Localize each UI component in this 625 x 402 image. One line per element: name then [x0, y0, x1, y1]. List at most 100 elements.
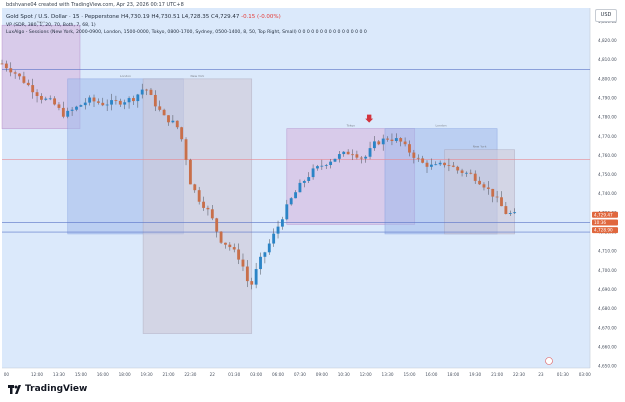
candle-body[interactable]: [316, 166, 319, 169]
candle-body[interactable]: [500, 197, 503, 207]
candle-body[interactable]: [88, 97, 92, 103]
candle-body[interactable]: [0, 63, 4, 65]
candle-body[interactable]: [447, 165, 451, 166]
candle-body[interactable]: [333, 158, 337, 162]
candle-body[interactable]: [434, 164, 438, 166]
candle-body[interactable]: [294, 192, 297, 199]
candle-body[interactable]: [346, 151, 350, 155]
candle-body[interactable]: [101, 102, 105, 106]
candle-body[interactable]: [254, 269, 258, 285]
candle-body[interactable]: [469, 172, 473, 174]
candle-body[interactable]: [289, 198, 293, 205]
candle-body[interactable]: [373, 141, 376, 149]
candle-body[interactable]: [491, 188, 495, 197]
candle-body[interactable]: [127, 98, 131, 103]
candle-body[interactable]: [224, 242, 227, 245]
candle-body[interactable]: [123, 102, 127, 105]
candle-body[interactable]: [272, 233, 276, 244]
candle-body[interactable]: [478, 180, 482, 185]
candle-body[interactable]: [311, 168, 315, 178]
candle-body[interactable]: [302, 180, 306, 183]
scroll-to-realtime-icon[interactable]: [545, 357, 553, 365]
candle-body[interactable]: [495, 196, 499, 198]
candle-body[interactable]: [241, 259, 245, 267]
tradingview-logo[interactable]: TradingView: [8, 384, 87, 394]
candle-body[interactable]: [70, 109, 74, 111]
candle-body[interactable]: [48, 98, 52, 100]
candle-body[interactable]: [202, 201, 205, 208]
candle-body[interactable]: [460, 170, 464, 173]
candle-body[interactable]: [482, 184, 486, 188]
candle-body[interactable]: [149, 89, 153, 95]
candle-body[interactable]: [508, 213, 512, 214]
candle-body[interactable]: [136, 94, 140, 102]
candle-body[interactable]: [386, 138, 389, 140]
candle-body[interactable]: [197, 190, 201, 202]
symbol-line[interactable]: Gold Spot / U.S. Dollar · 15 · Peppersto…: [6, 14, 281, 20]
candle-body[interactable]: [118, 100, 122, 105]
candle-body[interactable]: [18, 73, 21, 77]
candle-body[interactable]: [92, 97, 96, 102]
candle-body[interactable]: [193, 184, 197, 191]
candle-body[interactable]: [13, 72, 17, 74]
candle-body[interactable]: [342, 151, 346, 155]
candle-body[interactable]: [206, 207, 210, 210]
candle-body[interactable]: [486, 187, 490, 189]
candle-body[interactable]: [9, 68, 13, 73]
candle-body[interactable]: [184, 139, 188, 160]
candle-body[interactable]: [504, 206, 508, 214]
candle-body[interactable]: [215, 218, 219, 232]
candle-body[interactable]: [368, 148, 372, 157]
candle-body[interactable]: [377, 141, 381, 145]
candle-body[interactable]: [162, 109, 166, 116]
candle-body[interactable]: [57, 104, 61, 108]
candle-body[interactable]: [280, 219, 284, 227]
candle-body[interactable]: [320, 165, 324, 167]
candle-body[interactable]: [180, 127, 184, 140]
candle-body[interactable]: [263, 252, 267, 257]
candle-body[interactable]: [298, 182, 302, 193]
candle-body[interactable]: [267, 243, 271, 253]
candle-body[interactable]: [259, 256, 262, 270]
candle-body[interactable]: [26, 82, 30, 86]
candle-body[interactable]: [429, 164, 433, 167]
candle-body[interactable]: [456, 166, 460, 171]
candle-body[interactable]: [210, 209, 214, 219]
candle-body[interactable]: [31, 85, 35, 93]
candle-body[interactable]: [153, 94, 157, 107]
candle-body[interactable]: [79, 105, 83, 107]
candle-body[interactable]: [105, 104, 109, 106]
candle-body[interactable]: [228, 244, 232, 248]
candle-body[interactable]: [158, 106, 162, 110]
candle-body[interactable]: [35, 92, 39, 96]
candle-body[interactable]: [96, 101, 100, 103]
indicator-sessions[interactable]: LuxAlgo - Sessions (New York, 2000-0900,…: [6, 30, 367, 35]
candle-body[interactable]: [399, 138, 403, 142]
candle-body[interactable]: [438, 162, 442, 165]
candle-body[interactable]: [394, 138, 398, 141]
candle-body[interactable]: [167, 115, 170, 123]
candle-body[interactable]: [416, 157, 420, 159]
candle-body[interactable]: [276, 226, 280, 234]
candle-body[interactable]: [451, 165, 455, 167]
candle-body[interactable]: [443, 162, 446, 166]
candle-body[interactable]: [22, 76, 26, 83]
candle-body[interactable]: [381, 138, 385, 145]
candle-body[interactable]: [329, 161, 333, 166]
candle-body[interactable]: [61, 107, 65, 117]
candle-body[interactable]: [307, 177, 311, 181]
candle-body[interactable]: [83, 102, 87, 106]
symbol-title[interactable]: Gold Spot / U.S. Dollar · 15 · Peppersto…: [6, 14, 120, 20]
candle-body[interactable]: [513, 212, 517, 214]
candle-body[interactable]: [44, 98, 48, 100]
candle-body[interactable]: [237, 249, 241, 260]
candle-body[interactable]: [175, 120, 179, 128]
candle-body[interactable]: [188, 159, 192, 185]
candle-body[interactable]: [390, 139, 394, 141]
candle-body[interactable]: [465, 172, 468, 174]
candle-body[interactable]: [110, 100, 113, 105]
candle-body[interactable]: [114, 100, 118, 101]
candle-body[interactable]: [40, 95, 43, 100]
candle-body[interactable]: [425, 162, 429, 167]
